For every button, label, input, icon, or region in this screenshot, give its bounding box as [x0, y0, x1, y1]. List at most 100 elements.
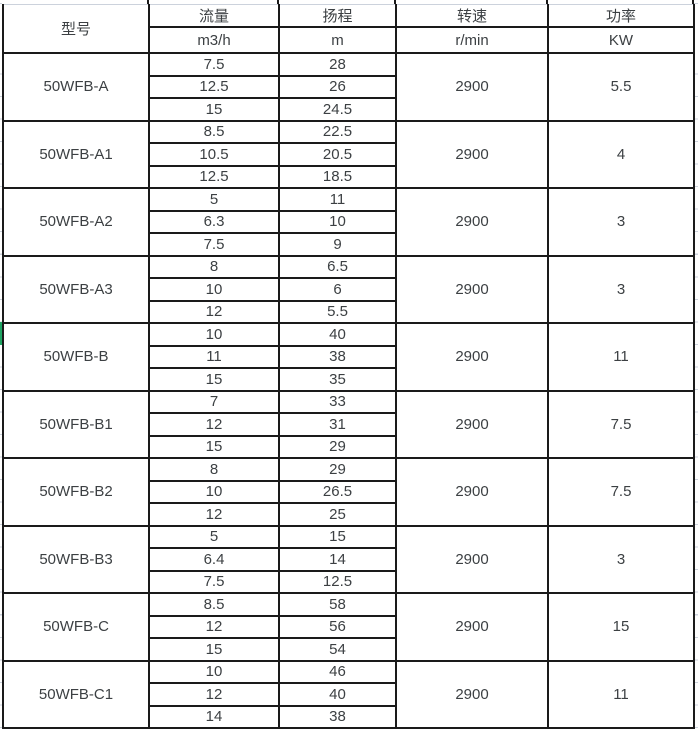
flow-value-cell: 7 [148, 389, 280, 414]
table-row: 6.3 10 [3, 209, 694, 234]
flow-value-cell: 10.5 [148, 142, 280, 167]
head-value-cell: 35 [278, 367, 397, 392]
table-row: 50WFB-A1 8.5 22.5 2900 4 [2, 119, 695, 189]
flow-value-cell: 12 [148, 502, 280, 527]
power-cell: 4 [547, 119, 695, 189]
head-value-cell: 54 [278, 637, 397, 662]
power-cell: 5.5 [547, 52, 695, 122]
flow-value-cell: 10 [148, 659, 280, 684]
head-value-cell: 22.5 [278, 119, 397, 144]
speed-cell: 2900 [395, 592, 549, 662]
table-row: 50WFB-A3 8 6.5 2900 3 [2, 254, 695, 324]
table-row: 50WFB-C 8.5 58 2900 15 [2, 592, 695, 662]
head-value-cell: 6.5 [278, 254, 397, 279]
table-row: 50WFB-B 10 40 2900 11 [2, 322, 695, 392]
table-row: 50WFB-B3 5 15 2900 3 [2, 524, 695, 594]
model-cell: 50WFB-B1 [2, 389, 150, 459]
table-body: 50WFB-A 7.5 28 2900 5.5 12.5 26 15 24.5 50WFB-A 1 8… [2, 52, 695, 729]
model-cell: 50WFB-C1 [2, 659, 150, 729]
flow-value-cell: 10 [148, 479, 280, 504]
model-cell: 50WFB-B2 [2, 457, 150, 527]
table-row: 12 40 [3, 682, 694, 707]
table-header: 型号 流量 扬程 转速 功率 m3/h m r/min KW [2, 4, 695, 54]
flow-value-cell: 12.5 [148, 164, 280, 189]
head-value-cell: 20.5 [278, 142, 397, 167]
table-row: 14 38 [3, 704, 694, 729]
flow-value-cell: 10 [148, 322, 280, 347]
flow-value-cell: 11 [148, 344, 280, 369]
power-cell: 11 [547, 322, 695, 392]
model-cell: 50WFB-A [2, 52, 150, 122]
head-value-cell: 38 [278, 704, 397, 729]
top-margin-gridline-left [0, 3, 2, 4]
power-cell: 11 [547, 659, 695, 729]
power-cell: 3 [547, 187, 695, 257]
column-border-tick [546, 0, 548, 5]
table-row: 12 31 [3, 412, 694, 437]
head-value-cell: 15 [278, 524, 397, 549]
flow-value-cell: 7.5 [148, 232, 280, 257]
table-row: 50WFB-A2 5 11 2900 3 [2, 187, 695, 257]
table-row: 12.5 26 [3, 74, 694, 99]
head-value-cell: 18.5 [278, 164, 397, 189]
header-power: 功率 [547, 4, 695, 28]
head-value-cell: 10 [278, 209, 397, 234]
table-row: 7.5 9 [3, 232, 694, 257]
header-flow: 流量 [148, 4, 280, 28]
head-value-cell: 38 [278, 344, 397, 369]
model-cell: 50WFB-A2 [2, 187, 150, 257]
head-value-cell: 12.5 [278, 569, 397, 594]
head-value-cell: 25 [278, 502, 397, 527]
left-margin-gridlines [0, 52, 2, 728]
column-border-tick [394, 0, 396, 5]
model-cell: 50WFB-A3 [2, 254, 150, 324]
flow-value-cell: 8 [148, 457, 280, 482]
header-row-labels: 型号 流量 扬程 转速 功率 [2, 4, 695, 54]
flow-value-cell: 15 [148, 434, 280, 459]
head-value-cell: 11 [278, 187, 397, 212]
head-value-cell: 31 [278, 412, 397, 437]
pump-spec-table: 型号 流量 扬程 转速 功率 m3/h m r/min KW 50WFB-A 7.… [2, 4, 695, 729]
flow-value-cell: 6.4 [148, 547, 280, 572]
table-row: 15 29 [3, 434, 694, 459]
speed-cell: 2900 [395, 389, 549, 459]
power-cell: 3 [547, 254, 695, 324]
power-cell: 15 [547, 592, 695, 662]
flow-value-cell: 6.3 [148, 209, 280, 234]
flow-value-cell: 8.5 [148, 119, 280, 144]
flow-value-cell: 7.5 [148, 52, 280, 77]
table-row: 50WFB-C1 10 46 2900 11 [2, 659, 695, 729]
flow-value-cell: 14 [148, 704, 280, 729]
flow-value-cell: 12 [148, 614, 280, 639]
header-speed: 转速 [395, 4, 549, 28]
table-row: 50WFB-A 7.5 28 2900 5.5 [2, 52, 695, 122]
head-value-cell: 24.5 [278, 97, 397, 122]
flow-value-cell: 5 [148, 524, 280, 549]
model-cell: 50WFB-B3 [2, 524, 150, 594]
header-model: 型号 [2, 4, 150, 54]
speed-cell: 2900 [395, 52, 549, 122]
top-margin-gridline-right [693, 3, 698, 4]
head-value-cell: 26.5 [278, 479, 397, 504]
table-row: 10 6 [3, 277, 694, 302]
head-value-cell: 6 [278, 277, 397, 302]
table-row: 50WFB-B1 7 33 2900 7.5 [2, 389, 695, 459]
flow-value-cell: 12 [148, 412, 280, 437]
head-value-cell: 33 [278, 389, 397, 414]
head-value-cell: 29 [278, 457, 397, 482]
column-border-tick [147, 0, 149, 5]
head-value-cell: 5.5 [278, 299, 397, 324]
model-cell: 50WFB-B [2, 322, 150, 392]
table-row: 11 38 [3, 344, 694, 369]
column-border-tick [277, 0, 279, 5]
selection-indicator-bar [0, 322, 4, 345]
column-border-tick [692, 0, 694, 5]
head-value-cell: 58 [278, 592, 397, 617]
header-head-unit: m [278, 26, 397, 54]
head-value-cell: 56 [278, 614, 397, 639]
flow-value-cell: 12 [148, 299, 280, 324]
head-value-cell: 29 [278, 434, 397, 459]
power-cell: 3 [547, 524, 695, 594]
model-cell: 50WFB-C [2, 592, 150, 662]
